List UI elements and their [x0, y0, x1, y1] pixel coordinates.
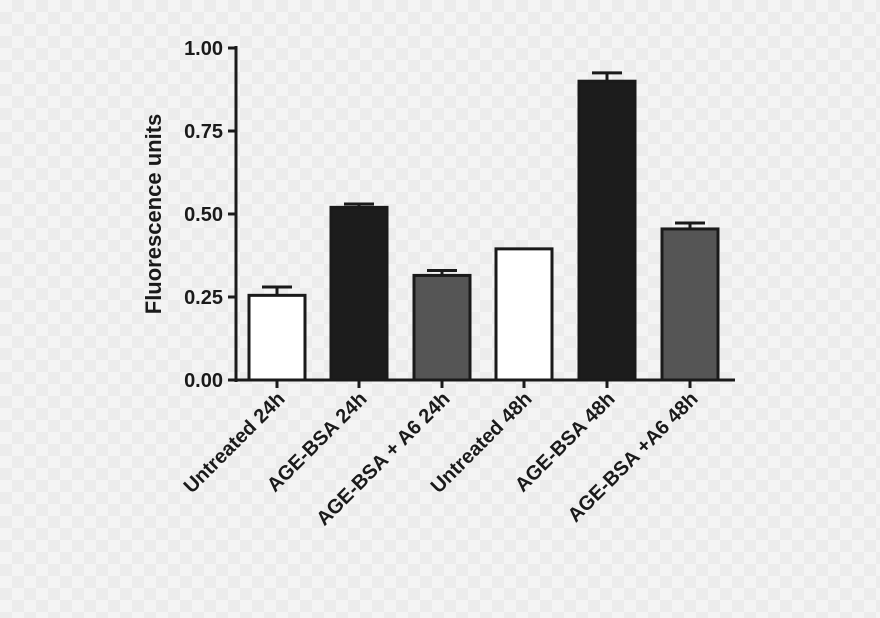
bar [494, 247, 554, 382]
y-tick-label: 0.50 [184, 204, 223, 226]
bar [329, 205, 389, 382]
bars [247, 71, 720, 382]
y-axis-label: Fluorescence units [141, 114, 166, 315]
y-tick-label: 0.00 [184, 370, 223, 392]
bar [412, 273, 472, 382]
bar [660, 227, 720, 382]
bar [577, 79, 637, 382]
y-tick-label: 0.25 [184, 287, 223, 309]
bar [247, 293, 307, 382]
y-axis: 0.00 0.25 0.50 0.75 1.00 [184, 38, 238, 392]
y-tick-label: 0.75 [184, 121, 223, 143]
y-tick-label: 1.00 [184, 38, 223, 60]
